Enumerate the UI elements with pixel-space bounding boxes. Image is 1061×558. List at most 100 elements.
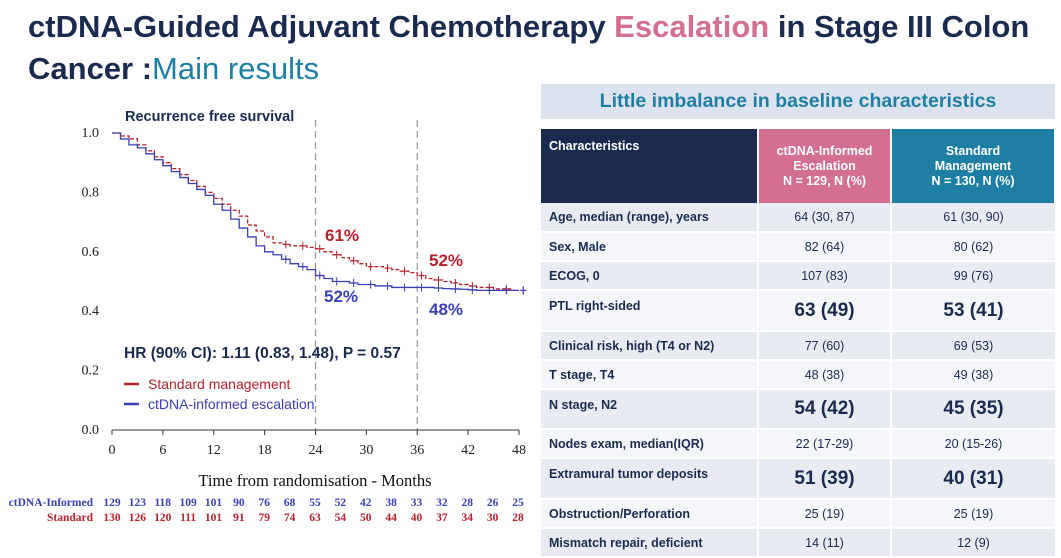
risk-count: 50 (360, 512, 372, 524)
censor-mark (452, 284, 459, 293)
risk-count: 111 (180, 512, 196, 524)
cell-standard: 25 (19) (890, 499, 1055, 529)
risk-count: 28 (462, 497, 474, 509)
annotation-label: 52% (429, 251, 463, 270)
legend: Standard management ctDNA-informed escal… (124, 376, 315, 412)
censor-mark (469, 285, 476, 294)
risk-count: 30 (487, 512, 499, 524)
cell-escalation: 14 (11) (757, 528, 891, 558)
censor-mark (520, 286, 527, 295)
y-tick-label: 0.0 (82, 423, 100, 438)
cell-standard: 45 (35) (890, 389, 1055, 430)
x-tick-label: 42 (461, 443, 475, 458)
y-tick-label: 0.4 (82, 304, 100, 319)
cell-standard: 49 (38) (890, 360, 1055, 390)
annotations: 61% 52% 52% 48% (324, 226, 463, 319)
risk-count: 44 (385, 512, 397, 524)
censor-mark (384, 281, 391, 290)
censor-mark (299, 241, 306, 250)
cell-escalation: 48 (38) (757, 360, 891, 390)
censor-mark (367, 262, 374, 271)
km-chart: Recurrence free survival 0 6 12 18 24 30 36 42 4… (9, 109, 527, 524)
table-row: Sex, Male 82 (64) 80 (62) (541, 232, 1055, 262)
table-row: PTL right-sided 63 (49) 53 (41) (541, 290, 1055, 332)
x-tick-label: 24 (309, 443, 323, 458)
baseline-heading: Little imbalance in baseline characteris… (541, 84, 1055, 119)
risk-count: 120 (154, 512, 172, 524)
censor-mark (418, 283, 425, 292)
x-tick-label: 18 (258, 443, 272, 458)
header-escalation: ctDNA-Informed Escalation N = 129, N (%) (758, 129, 892, 203)
cell-standard: 40 (31) (890, 458, 1055, 500)
risk-count: 40 (411, 512, 423, 524)
risk-count: 34 (462, 512, 474, 524)
risk-count: 52 (335, 497, 347, 509)
cell-escalation: 54 (42) (757, 389, 891, 430)
censor-mark (316, 271, 323, 280)
risk-count: 55 (309, 497, 321, 509)
cell-standard: 69 (53) (890, 331, 1055, 361)
censor-mark (299, 262, 306, 271)
risk-count: 42 (360, 497, 372, 509)
cell-escalation: 64 (30, 87) (757, 203, 891, 233)
table-row: Clinical risk, high (T4 or N2) 77 (60) 69 … (541, 331, 1055, 361)
title-part1: ctDNA-Guided Adjuvant Chemotherapy (28, 9, 615, 44)
risk-count: 28 (512, 512, 524, 524)
risk-count: 118 (154, 497, 171, 509)
header-characteristics: Characteristics (541, 129, 759, 203)
table-row: Mismatch repair, deficient 14 (11) 12 (9) (541, 528, 1055, 558)
y-tick-label: 0.2 (82, 364, 100, 379)
censor-mark (316, 244, 323, 253)
risk-count: 109 (180, 497, 198, 509)
cell-escalation: 22 (17-29) (757, 429, 891, 459)
risk-count: 76 (259, 497, 271, 509)
risk-count: 26 (487, 497, 499, 509)
chart-title: Recurrence free survival (125, 109, 294, 125)
table-row: N stage, N2 54 (42) 45 (35) (541, 389, 1055, 430)
censor-mark (350, 256, 357, 265)
risk-count: 54 (335, 512, 347, 524)
x-tick-label: 30 (359, 443, 373, 458)
censor-mark (333, 250, 340, 259)
risk-count: 123 (129, 497, 147, 509)
chart-axes: 0 6 12 18 24 30 36 42 48 0.0 0.2 0.4 0.6 0.8 1.0 (82, 126, 527, 458)
censor-mark (384, 264, 391, 273)
cell-standard: 12 (9) (890, 528, 1055, 558)
x-tick-label: 48 (512, 443, 526, 458)
risk-count: 38 (385, 497, 397, 509)
legend-label-standard: Standard management (148, 376, 291, 392)
cell-escalation: 25 (19) (757, 499, 891, 529)
row-label: Obstruction/Perforation (541, 499, 758, 529)
risk-count: 90 (233, 497, 245, 509)
censor-marks (282, 240, 527, 295)
risk-row-label: ctDNA-Informed (9, 497, 94, 509)
legend-label-escalation: ctDNA-informed escalation (148, 396, 315, 412)
risk-count: 101 (205, 497, 223, 509)
cell-escalation: 63 (49) (757, 290, 891, 332)
row-label: PTL right-sided (541, 290, 758, 332)
slide-subtitle: Main results (152, 51, 320, 86)
risk-count: 79 (259, 512, 271, 524)
cell-standard: 80 (62) (890, 232, 1055, 262)
censor-mark (367, 280, 374, 289)
censor-mark (418, 271, 425, 280)
cell-escalation: 51 (39) (757, 458, 891, 500)
cell-escalation: 82 (64) (757, 232, 891, 262)
table-row: ECOG, 0 107 (83) 99 (76) (541, 261, 1055, 291)
cell-standard: 61 (30, 90) (890, 203, 1055, 233)
x-tick-label: 6 (159, 443, 166, 458)
row-label: Nodes exam, median(IQR) (541, 429, 758, 459)
risk-count: 129 (103, 497, 121, 509)
risk-count: 130 (103, 512, 121, 524)
risk-count: 33 (411, 497, 423, 509)
slide-title: ctDNA-Guided Adjuvant Chemotherapy Escal… (28, 6, 1048, 90)
risk-count: 126 (129, 512, 147, 524)
risk-count: 74 (284, 512, 296, 524)
y-tick-label: 0.8 (82, 185, 100, 200)
risk-count: 32 (436, 497, 448, 509)
censor-mark (435, 276, 442, 285)
row-label: Sex, Male (541, 232, 758, 262)
cell-standard: 20 (15-26) (890, 429, 1055, 459)
table-row: Nodes exam, median(IQR) 22 (17-29) 20 (15-… (541, 429, 1055, 459)
censor-mark (282, 255, 289, 264)
